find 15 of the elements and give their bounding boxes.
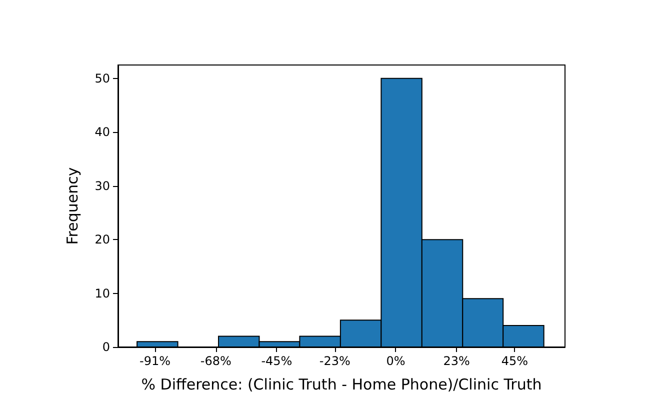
- x-tick-label: -91%: [140, 354, 171, 368]
- y-tick-label: 40: [94, 125, 110, 140]
- y-tick-label: 20: [94, 232, 110, 247]
- y-tick-label: 50: [94, 71, 110, 86]
- x-tick-label: -45%: [261, 354, 292, 368]
- y-tick-label: 10: [94, 286, 110, 300]
- y-tick-label: 30: [94, 178, 110, 193]
- y-axis-title: Frequency: [64, 167, 82, 245]
- x-tick-label: -68%: [200, 354, 232, 368]
- x-tick-label: -23%: [319, 354, 350, 368]
- x-axis-title: % Difference: (Clinic Truth - Home Phone)/Clinic Truth: [141, 376, 542, 394]
- x-tick-label: 0%: [386, 354, 406, 368]
- x-tick-label: 23%: [443, 354, 470, 368]
- y-tick-label: 0: [102, 340, 110, 354]
- x-tick-label: 45%: [501, 354, 528, 368]
